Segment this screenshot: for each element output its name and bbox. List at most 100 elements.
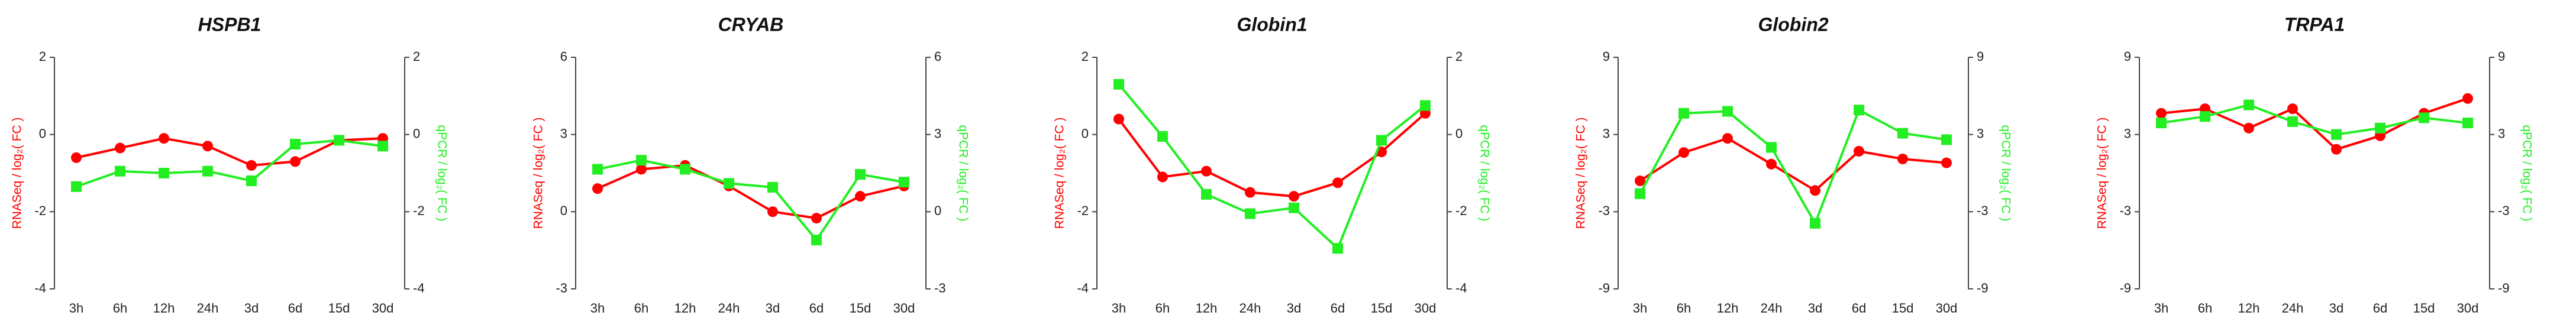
point (115, 165, 125, 177)
point (2243, 99, 2254, 110)
point (1420, 100, 1431, 111)
point (159, 133, 169, 144)
chart-title: Globin2 (1758, 14, 1828, 35)
y2-axis-label: qPCR / log₂( FC ) (956, 125, 970, 221)
point (2200, 111, 2210, 122)
point (811, 235, 822, 246)
chart-title: HSPB1 (198, 14, 262, 35)
chart-panel: Globin1 -4 -2 0 2 -4 -2 0 2 RNASeq / log₂( FC ) qP… (1053, 14, 1492, 315)
y2-tick-label: -3 (934, 281, 946, 295)
x-tick-label: 3d (2329, 301, 2343, 316)
y-tick-label: 2 (1082, 49, 1089, 64)
point (1810, 185, 1820, 196)
point (71, 181, 82, 192)
x-tick-label: 6d (1852, 301, 1866, 316)
point (1635, 188, 1645, 199)
x-tick-label: 24h (718, 301, 740, 316)
point (855, 169, 866, 180)
y2-axis-label: qPCR / log₂( FC ) (435, 125, 448, 221)
y2-tick-label: 9 (1977, 49, 1984, 64)
x-tick-label: 15d (1892, 301, 1914, 316)
chart-panel: TRPA1 -9 -3 3 9 -9 -3 3 9 RNASeq / log₂( FC ) qPCR… (2096, 14, 2534, 315)
y2-tick-label: -4 (1455, 281, 1467, 295)
point (2287, 116, 2298, 127)
x-tick-label: 30d (372, 301, 394, 316)
x-tick-label: 6d (2373, 301, 2387, 316)
y-axis-label: RNASeq / log₂( FC ) (2096, 117, 2109, 229)
point (202, 141, 213, 152)
x-tick-label: 6d (809, 301, 824, 316)
point (2419, 112, 2429, 123)
point (1113, 79, 1124, 90)
y-tick-label: -3 (1598, 203, 1610, 218)
point (855, 191, 866, 202)
point (592, 183, 603, 194)
y-tick-label: 9 (1603, 49, 1610, 64)
point (1332, 243, 1343, 254)
point (2243, 122, 2254, 134)
point (636, 164, 647, 175)
x-tick-label: 30d (893, 301, 915, 316)
y2-tick-label: -2 (1455, 203, 1467, 218)
point (1289, 191, 1299, 202)
y2-axis-label: qPCR / log₂( FC ) (1999, 125, 2012, 221)
point (1113, 113, 1124, 125)
point (2287, 103, 2298, 115)
x-tick-label: 6h (113, 301, 127, 316)
x-tick-label: 3h (69, 301, 83, 316)
y-tick-label: 3 (560, 126, 567, 141)
y-tick-label: 2 (39, 49, 46, 64)
point (1941, 157, 1952, 168)
y-tick-label: -2 (1077, 203, 1089, 218)
point (2331, 144, 2342, 155)
x-tick-label: 12h (2238, 301, 2260, 316)
x-tick-label: 24h (1239, 301, 1261, 316)
chart-title: CRYAB (718, 14, 784, 35)
point (1245, 208, 1255, 219)
y-tick-label: -9 (2119, 281, 2131, 295)
point (1854, 145, 1864, 157)
point (1854, 105, 1864, 116)
y2-tick-label: -3 (2498, 203, 2510, 218)
point (1678, 108, 1689, 119)
chart-title: Globin1 (1237, 14, 1307, 35)
y2-tick-label: 6 (934, 49, 941, 64)
y2-tick-label: 2 (413, 49, 420, 64)
point (334, 135, 344, 146)
point (2462, 118, 2473, 129)
y2-tick-label: 0 (934, 203, 941, 218)
y2-tick-label: 3 (934, 126, 941, 141)
y2-tick-label: -4 (413, 281, 425, 295)
x-tick-label: 24h (197, 301, 219, 316)
point (1941, 134, 1952, 145)
y2-tick-label: 0 (1455, 126, 1463, 141)
y2-axis-label: qPCR / log₂( FC ) (1477, 125, 1491, 221)
y-tick-label: 0 (560, 203, 567, 218)
point (2375, 122, 2385, 134)
point (1766, 158, 1777, 170)
point (811, 213, 822, 224)
y-axis-label: RNASeq / log₂( FC ) (1053, 117, 1067, 229)
point (592, 164, 603, 175)
x-tick-label: 12h (1717, 301, 1739, 316)
point (1678, 147, 1689, 158)
y-tick-label: -4 (34, 281, 46, 295)
point (1157, 131, 1168, 142)
y-tick-label: -2 (34, 203, 46, 218)
point (1635, 175, 1645, 187)
series-line (76, 139, 383, 188)
point (1897, 128, 1908, 139)
y2-tick-label: 9 (2498, 49, 2505, 64)
series-line (2161, 103, 2468, 136)
x-tick-label: 6d (288, 301, 302, 316)
point (767, 206, 778, 217)
x-tick-label: 12h (674, 301, 696, 316)
y-tick-label: -4 (1077, 281, 1089, 295)
series-line (76, 137, 383, 167)
point (202, 165, 213, 177)
point (1722, 133, 1733, 144)
point (1766, 142, 1777, 153)
y2-tick-label: -9 (2498, 281, 2510, 295)
x-tick-label: 24h (2282, 301, 2304, 316)
